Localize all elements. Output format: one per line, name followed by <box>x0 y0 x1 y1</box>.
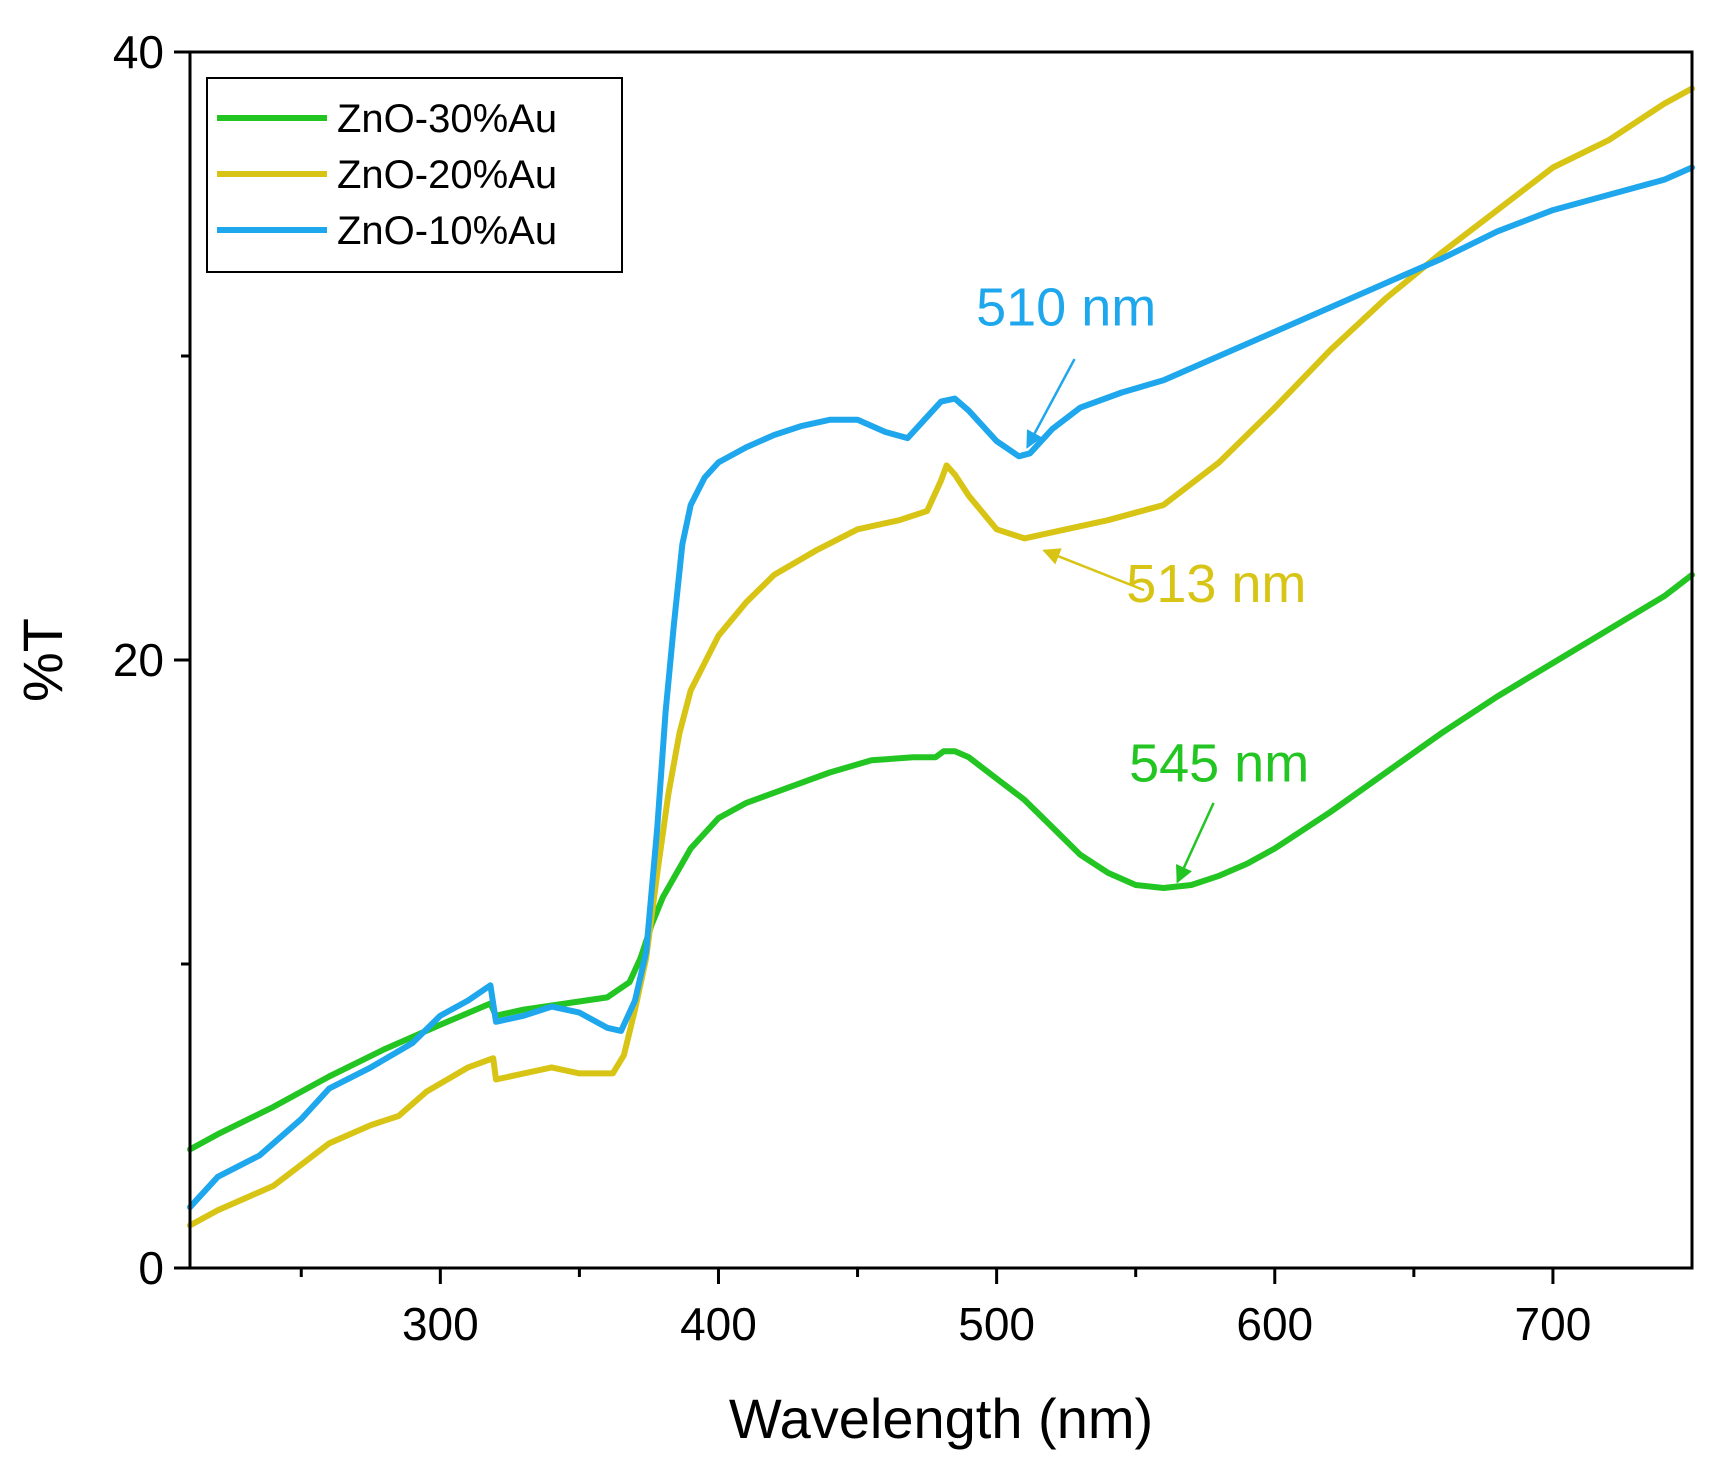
y-tick-label: 20 <box>113 634 164 686</box>
ticks-layer: 300 400 500 600 700 0 20 40 <box>113 26 1591 1350</box>
annotation-label-513-nm: 513 nm <box>1126 554 1306 614</box>
annotation-layer: 510 nm 513 nm 545 nm <box>976 278 1309 884</box>
annotation-label-545-nm: 545 nm <box>1129 734 1309 794</box>
y-axis-title: %T <box>11 618 74 702</box>
x-tick-label: 500 <box>958 1298 1035 1350</box>
annotation-arrow-513-nm <box>1042 548 1145 592</box>
annotation-arrow-510-nm <box>1026 358 1076 449</box>
legend-entry: ZnO-20%Au <box>217 153 557 197</box>
series-line-zno-20-au <box>187 85 1695 1229</box>
x-tick-label: 600 <box>1236 1298 1313 1350</box>
x-tick-label: 300 <box>402 1298 479 1350</box>
y-tick-label: 40 <box>113 26 164 78</box>
series-layer <box>187 85 1695 1229</box>
series-line-zno-10-au <box>187 164 1695 1211</box>
x-axis-title: Wavelength (nm) <box>729 1387 1153 1450</box>
annotation-label-510-nm: 510 nm <box>976 278 1156 338</box>
legend-label-zno-10-au: ZnO-10%Au <box>337 209 557 253</box>
legend-entry: ZnO-30%Au <box>217 97 557 141</box>
x-tick-label: 700 <box>1515 1298 1592 1350</box>
y-tick-label: 0 <box>138 1242 164 1294</box>
legend-label-zno-30-au: ZnO-30%Au <box>337 97 557 141</box>
series-line-zno-30-au <box>187 571 1695 1153</box>
x-tick-label: 400 <box>680 1298 757 1350</box>
legend-label-zno-20-au: ZnO-20%Au <box>337 153 557 197</box>
annotation-arrow-545-nm <box>1176 802 1215 884</box>
legend: ZnO-30%Au ZnO-20%Au ZnO-10%Au <box>206 77 623 273</box>
legend-entry: ZnO-10%Au <box>217 209 557 253</box>
